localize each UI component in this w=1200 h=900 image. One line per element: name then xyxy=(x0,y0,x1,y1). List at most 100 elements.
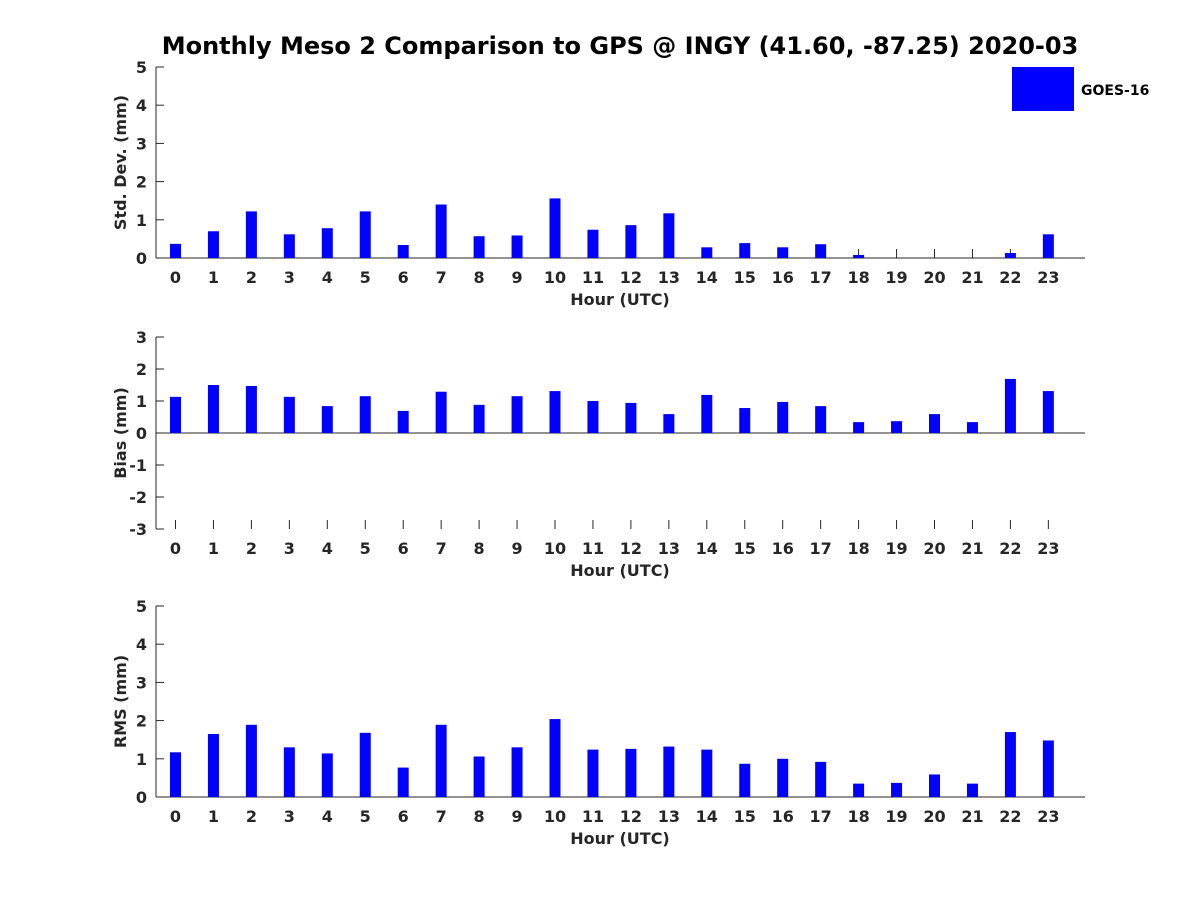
x-tick-label: 19 xyxy=(885,807,907,826)
bar-hour-11 xyxy=(587,401,599,433)
x-tick-label: 21 xyxy=(961,268,983,287)
x-tick-label: 4 xyxy=(322,807,333,826)
x-tick-label: 3 xyxy=(284,268,295,287)
y-tick-label: 1 xyxy=(136,392,147,411)
y-tick-label: 0 xyxy=(136,788,147,807)
y-tick-label: 2 xyxy=(136,712,147,731)
x-tick-label: 12 xyxy=(620,807,642,826)
bar-hour-22 xyxy=(1004,378,1016,433)
bar-hour-19 xyxy=(891,421,903,433)
x-tick-label: 7 xyxy=(436,268,447,287)
bar-hour-18 xyxy=(853,783,865,797)
bar-hour-20 xyxy=(929,774,940,797)
x-tick-label: 10 xyxy=(544,807,566,826)
bar-hour-16 xyxy=(777,247,789,258)
bar-hour-13 xyxy=(663,746,675,797)
x-tick-label: 1 xyxy=(208,539,219,558)
x-axis-label: Hour (UTC) xyxy=(570,561,670,580)
x-tick-label: 3 xyxy=(284,539,295,558)
x-tick-label: 5 xyxy=(360,268,371,287)
legend: GOES-16 xyxy=(1012,67,1149,111)
y-tick-label: -3 xyxy=(129,520,147,539)
bar-hour-12 xyxy=(625,402,637,433)
bar-hour-4 xyxy=(321,753,333,797)
y-tick-label: 2 xyxy=(136,173,147,192)
x-tick-label: 21 xyxy=(961,807,983,826)
bar-hour-19 xyxy=(891,782,903,797)
bar-hour-11 xyxy=(587,229,599,258)
x-tick-label: 23 xyxy=(1037,268,1059,287)
bar-hour-21 xyxy=(966,783,978,797)
bar-hour-8 xyxy=(473,756,485,797)
x-tick-label: 21 xyxy=(961,539,983,558)
x-tick-label: 7 xyxy=(436,807,447,826)
x-tick-label: 5 xyxy=(360,539,371,558)
x-tick-label: 10 xyxy=(544,268,566,287)
bar-hour-1 xyxy=(207,733,219,797)
bar-hour-0 xyxy=(170,752,181,797)
x-tick-label: 14 xyxy=(696,539,718,558)
y-tick-label: -1 xyxy=(129,456,147,475)
x-tick-label: 23 xyxy=(1037,807,1059,826)
x-tick-label: 6 xyxy=(398,539,409,558)
bar-hour-22 xyxy=(1004,253,1016,258)
y-tick-label: 1 xyxy=(136,750,147,769)
x-tick-label: 23 xyxy=(1037,539,1059,558)
x-tick-label: 18 xyxy=(847,268,869,287)
bar-hour-1 xyxy=(207,231,219,258)
bar-hour-11 xyxy=(587,749,599,797)
x-tick-label: 19 xyxy=(885,539,907,558)
bar-hour-13 xyxy=(663,213,675,258)
bar-hour-17 xyxy=(815,761,827,797)
bar-hour-22 xyxy=(1004,732,1016,797)
bar-hour-4 xyxy=(321,228,333,258)
x-tick-label: 22 xyxy=(999,268,1021,287)
x-tick-label: 18 xyxy=(847,807,869,826)
bar-hour-1 xyxy=(207,385,219,433)
bar-hour-6 xyxy=(397,410,409,433)
bar-hour-6 xyxy=(397,767,409,797)
bar-hour-16 xyxy=(777,758,789,797)
x-axis-label: Hour (UTC) xyxy=(570,290,670,309)
x-tick-label: 4 xyxy=(322,268,333,287)
bar-hour-7 xyxy=(435,724,447,797)
x-tick-label: 1 xyxy=(208,268,219,287)
x-tick-label: 11 xyxy=(582,268,604,287)
bar-hour-23 xyxy=(1042,740,1054,797)
y-axis-label: Bias (mm) xyxy=(111,387,130,479)
bar-hour-15 xyxy=(739,763,751,797)
x-tick-label: 8 xyxy=(474,807,485,826)
x-tick-label: 22 xyxy=(999,807,1021,826)
x-tick-label: 3 xyxy=(284,807,295,826)
bar-hour-8 xyxy=(473,236,485,258)
x-tick-label: 14 xyxy=(696,807,718,826)
bar-hour-3 xyxy=(283,234,295,258)
x-tick-label: 13 xyxy=(658,268,680,287)
x-tick-label: 18 xyxy=(847,539,869,558)
x-tick-label: 15 xyxy=(734,807,756,826)
x-tick-label: 9 xyxy=(511,268,522,287)
y-tick-label: 2 xyxy=(136,360,147,379)
x-axis-label: Hour (UTC) xyxy=(570,829,670,848)
bar-hour-10 xyxy=(549,391,561,433)
bar-hour-15 xyxy=(739,408,751,433)
x-tick-label: 12 xyxy=(620,268,642,287)
bar-hour-9 xyxy=(511,396,523,433)
x-tick-label: 9 xyxy=(511,539,522,558)
x-tick-label: 6 xyxy=(398,268,409,287)
bar-hour-2 xyxy=(245,724,257,797)
x-tick-label: 0 xyxy=(170,268,181,287)
bar-hour-5 xyxy=(359,396,371,433)
bar-hour-17 xyxy=(815,244,827,258)
x-tick-label: 16 xyxy=(772,807,794,826)
bar-hour-13 xyxy=(663,414,675,433)
x-tick-label: 12 xyxy=(620,539,642,558)
x-tick-label: 11 xyxy=(582,807,604,826)
bar-hour-14 xyxy=(701,247,713,258)
x-tick-label: 22 xyxy=(999,539,1021,558)
bar-hour-21 xyxy=(966,422,978,433)
x-tick-label: 17 xyxy=(810,268,832,287)
